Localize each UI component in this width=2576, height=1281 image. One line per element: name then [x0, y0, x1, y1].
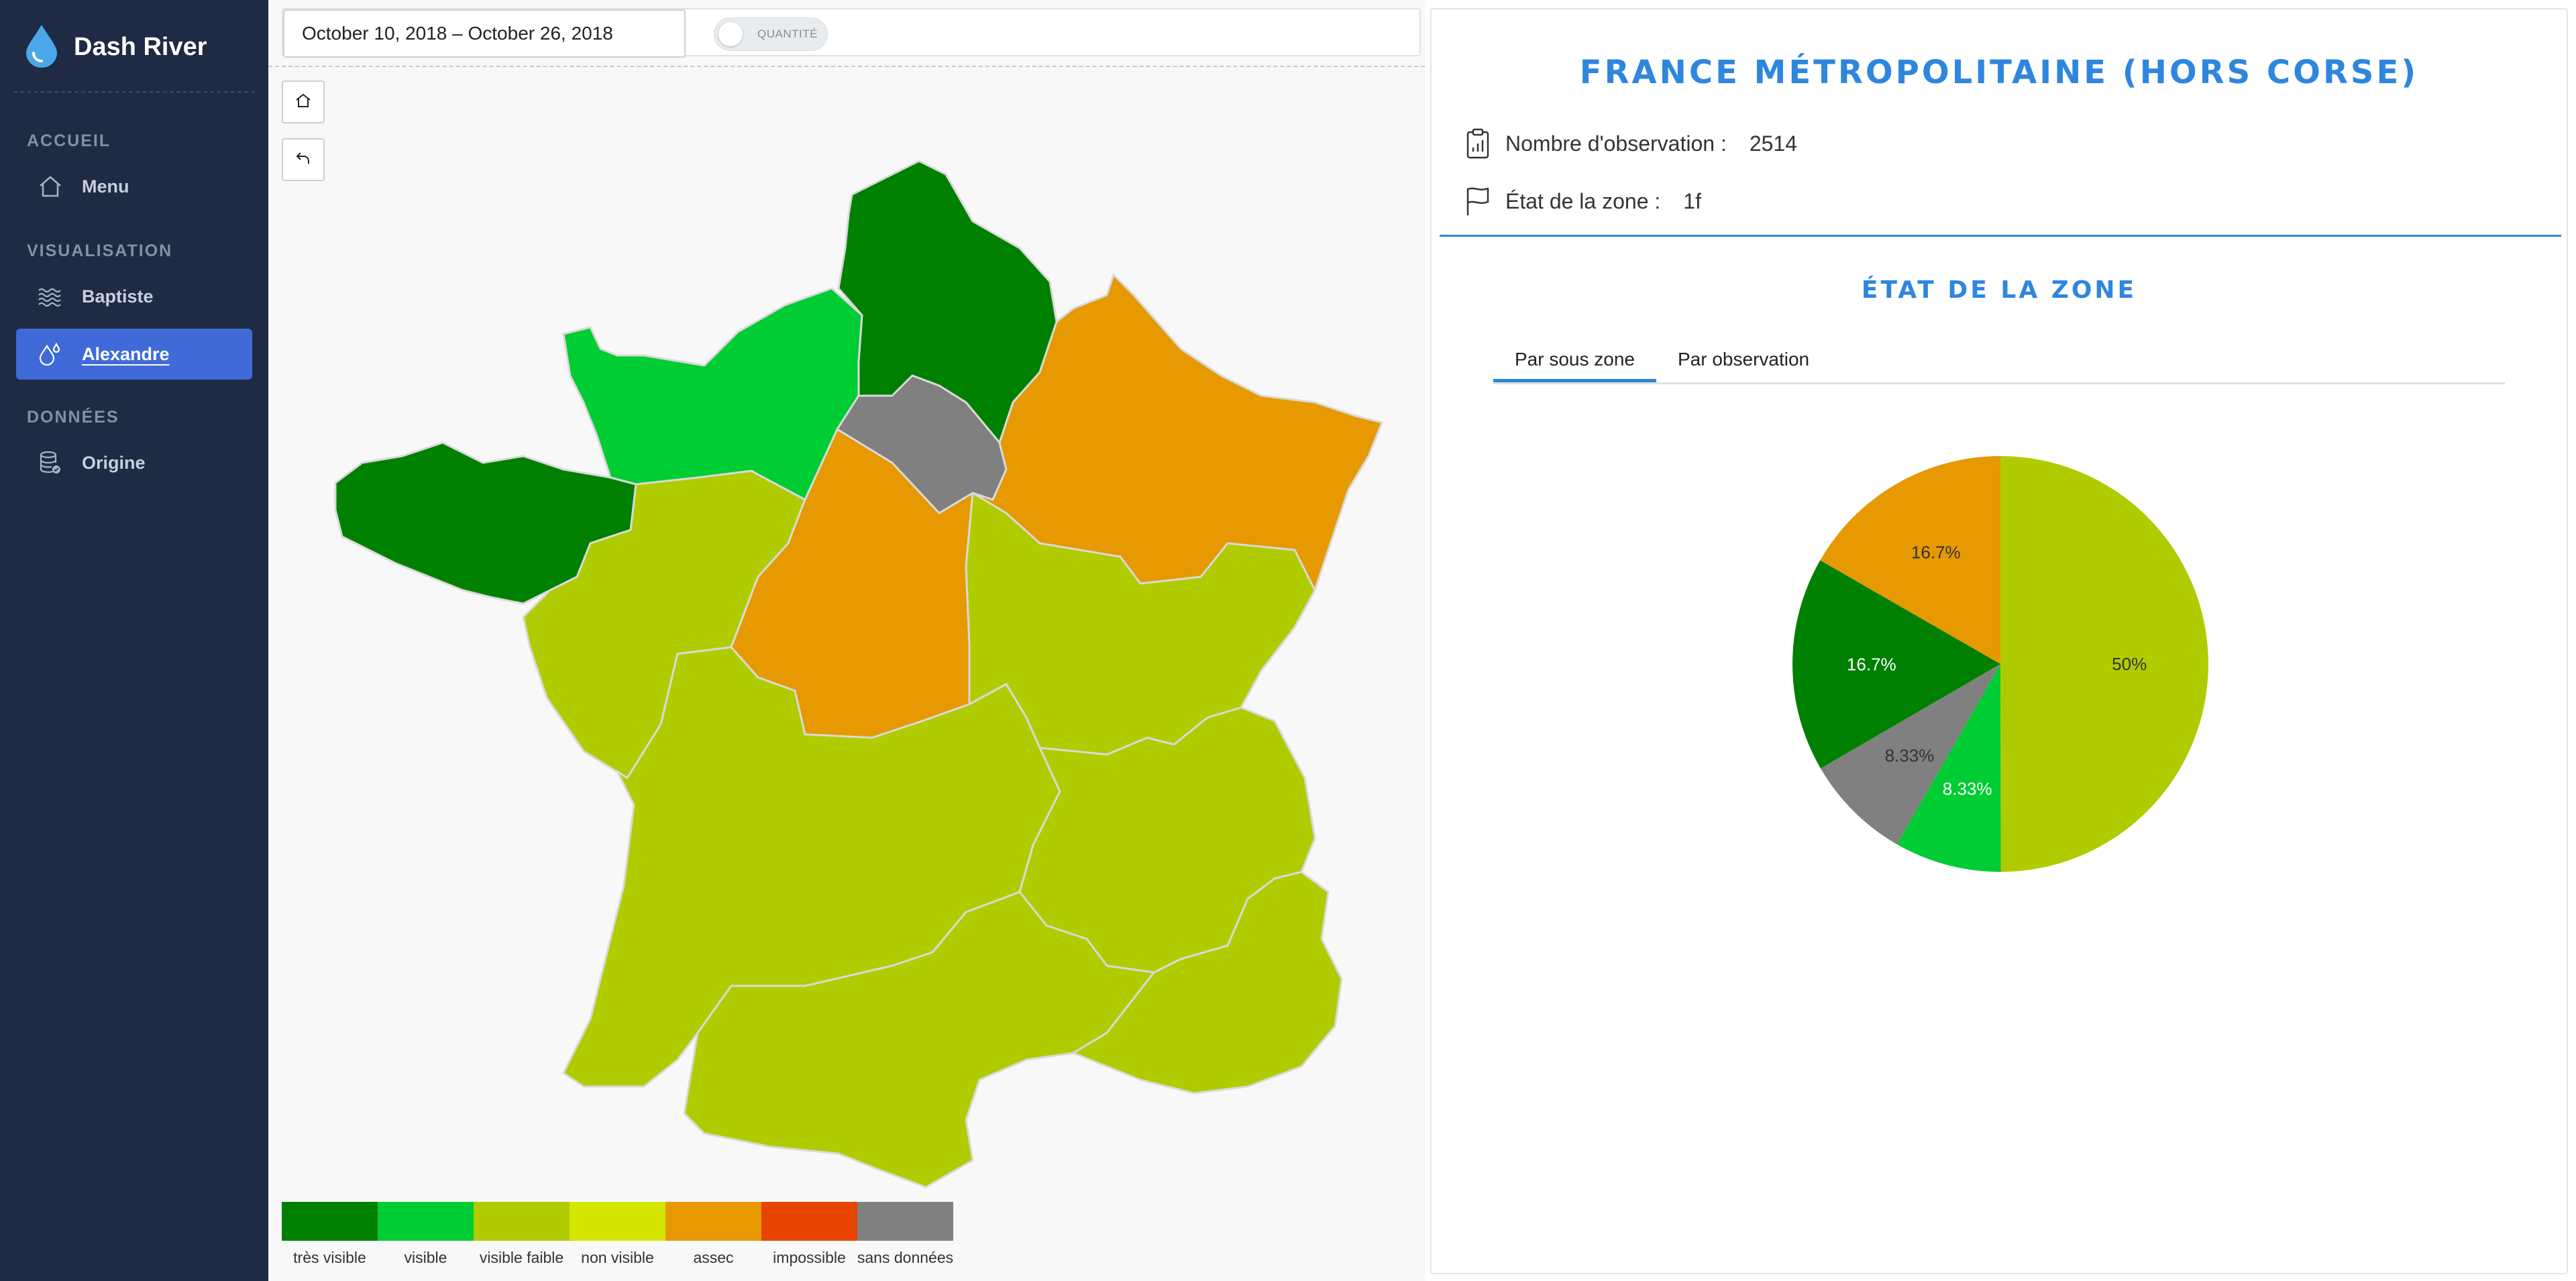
- pie-slice[interactable]: [1820, 456, 2000, 664]
- legend-swatch: [570, 1202, 665, 1241]
- legend-label: assec: [693, 1249, 734, 1266]
- legend-swatch: [378, 1202, 474, 1241]
- legend-item: assec: [665, 1202, 761, 1267]
- legend-label: impossible: [773, 1249, 846, 1266]
- pie-slice-label: 8.33%: [1885, 745, 1935, 765]
- france-map: [334, 160, 1383, 1188]
- back-arrow-icon: [294, 150, 312, 170]
- state-label: État de la zone :: [1505, 188, 1661, 213]
- legend-label: visible faible: [479, 1249, 564, 1266]
- pie-slice-label: 8.33%: [1943, 779, 1992, 799]
- section-label-donnees: DONNÉES: [27, 408, 119, 427]
- legend-item: sans données: [857, 1202, 953, 1267]
- clipboard-chart-icon: [1464, 127, 1492, 160]
- legend-item: très visible: [282, 1202, 378, 1267]
- droplet-logo-icon: [24, 23, 59, 71]
- map-legend: très visible visible visible faible non vis…: [282, 1202, 953, 1267]
- flag-icon: [1464, 185, 1492, 217]
- sidebar-item-label: Alexandre: [82, 343, 170, 364]
- region-occitanie[interactable]: [683, 891, 1155, 1188]
- waves-icon: [36, 282, 64, 311]
- app-title: Dash River: [74, 32, 207, 61]
- observation-count: Nombre d'observation : 2514: [1464, 127, 1797, 160]
- quantite-toggle[interactable]: QUANTITÉ: [714, 17, 828, 51]
- back-button[interactable]: [282, 138, 325, 181]
- sidebar-item-label: Menu: [82, 176, 129, 197]
- pie-slice-label: 16.7%: [1911, 543, 1961, 563]
- zone-info-panel: FRANCE MÉTROPOLITAINE (HORS CORSE) Nombr…: [1430, 8, 2568, 1274]
- toggle-knob: [718, 22, 743, 46]
- pie-slice-label: 50%: [2112, 654, 2147, 674]
- legend-item: impossible: [761, 1202, 857, 1267]
- sidebar-item-menu[interactable]: Menu: [16, 161, 252, 212]
- zone-title: FRANCE MÉTROPOLITAINE (HORS CORSE): [1579, 54, 2419, 91]
- toolbar-divider: [268, 66, 1425, 67]
- tab-par-observation[interactable]: Par observation: [1678, 349, 1810, 370]
- legend-swatch: [665, 1202, 761, 1241]
- database-icon: [36, 449, 64, 477]
- pie-slice-label: 16.7%: [1847, 654, 1896, 674]
- legend-label: non visible: [581, 1249, 654, 1266]
- region-provence-alpes-cote-dazur[interactable]: [1072, 871, 1343, 1095]
- legend-item: visible faible: [474, 1202, 570, 1267]
- section-label-visualisation: VISUALISATION: [27, 241, 173, 260]
- legend-swatch: [857, 1202, 953, 1241]
- pie-slice[interactable]: [1820, 664, 2000, 844]
- legend-label: visible: [404, 1249, 447, 1266]
- section-label-accueil: ACCUEIL: [27, 131, 111, 150]
- legend-swatch: [761, 1202, 857, 1241]
- pie-slice[interactable]: [1792, 560, 2000, 769]
- droplet-icon: [36, 340, 64, 368]
- sidebar-item-baptiste[interactable]: Baptiste: [16, 271, 252, 322]
- home-icon: [294, 92, 312, 113]
- legend-item: non visible: [570, 1202, 665, 1267]
- observation-value: 2514: [1749, 131, 1798, 156]
- chart-tabs: Par sous zone Par observation: [1493, 337, 2505, 384]
- toolbar: QUANTITÉ: [282, 8, 1421, 58]
- legend-label: très visible: [293, 1249, 366, 1266]
- sidebar-item-label: Baptiste: [82, 286, 154, 307]
- home-view-button[interactable]: [282, 80, 325, 123]
- date-range-input[interactable]: [283, 9, 686, 58]
- observation-label: Nombre d'observation :: [1505, 131, 1727, 156]
- sidebar-item-alexandre[interactable]: Alexandre: [16, 329, 252, 380]
- legend-item: visible: [378, 1202, 474, 1267]
- region-normandie[interactable]: [562, 287, 863, 501]
- region-grand-est[interactable]: [971, 274, 1383, 592]
- legend-label: sans données: [857, 1249, 954, 1266]
- sidebar-item-label: Origine: [82, 452, 146, 473]
- legend-swatch: [474, 1202, 570, 1241]
- zone-state: État de la zone : 1f: [1464, 185, 1701, 217]
- pie-slice[interactable]: [2000, 456, 2208, 872]
- sidebar-divider: [13, 91, 255, 93]
- pie-slice[interactable]: [1896, 664, 2001, 872]
- legend-swatch: [282, 1202, 378, 1241]
- zone-pie-chart: 50% 8.33% 8.33% 16.7% 16.7%: [1792, 456, 2208, 872]
- section-title: ÉTAT DE LA ZONE: [1861, 276, 2137, 304]
- toggle-label: QUANTITÉ: [757, 27, 818, 40]
- state-value: 1f: [1683, 188, 1701, 213]
- brand[interactable]: Dash River: [24, 20, 207, 74]
- sidebar: Dash River ACCUEIL Menu VISUALISATION Ba…: [0, 0, 268, 1281]
- info-divider: [1440, 235, 2561, 237]
- tab-par-sous-zone[interactable]: Par sous zone: [1493, 337, 1656, 382]
- home-icon: [36, 172, 64, 201]
- sidebar-item-origine[interactable]: Origine: [16, 437, 252, 488]
- region-bretagne[interactable]: [334, 441, 637, 605]
